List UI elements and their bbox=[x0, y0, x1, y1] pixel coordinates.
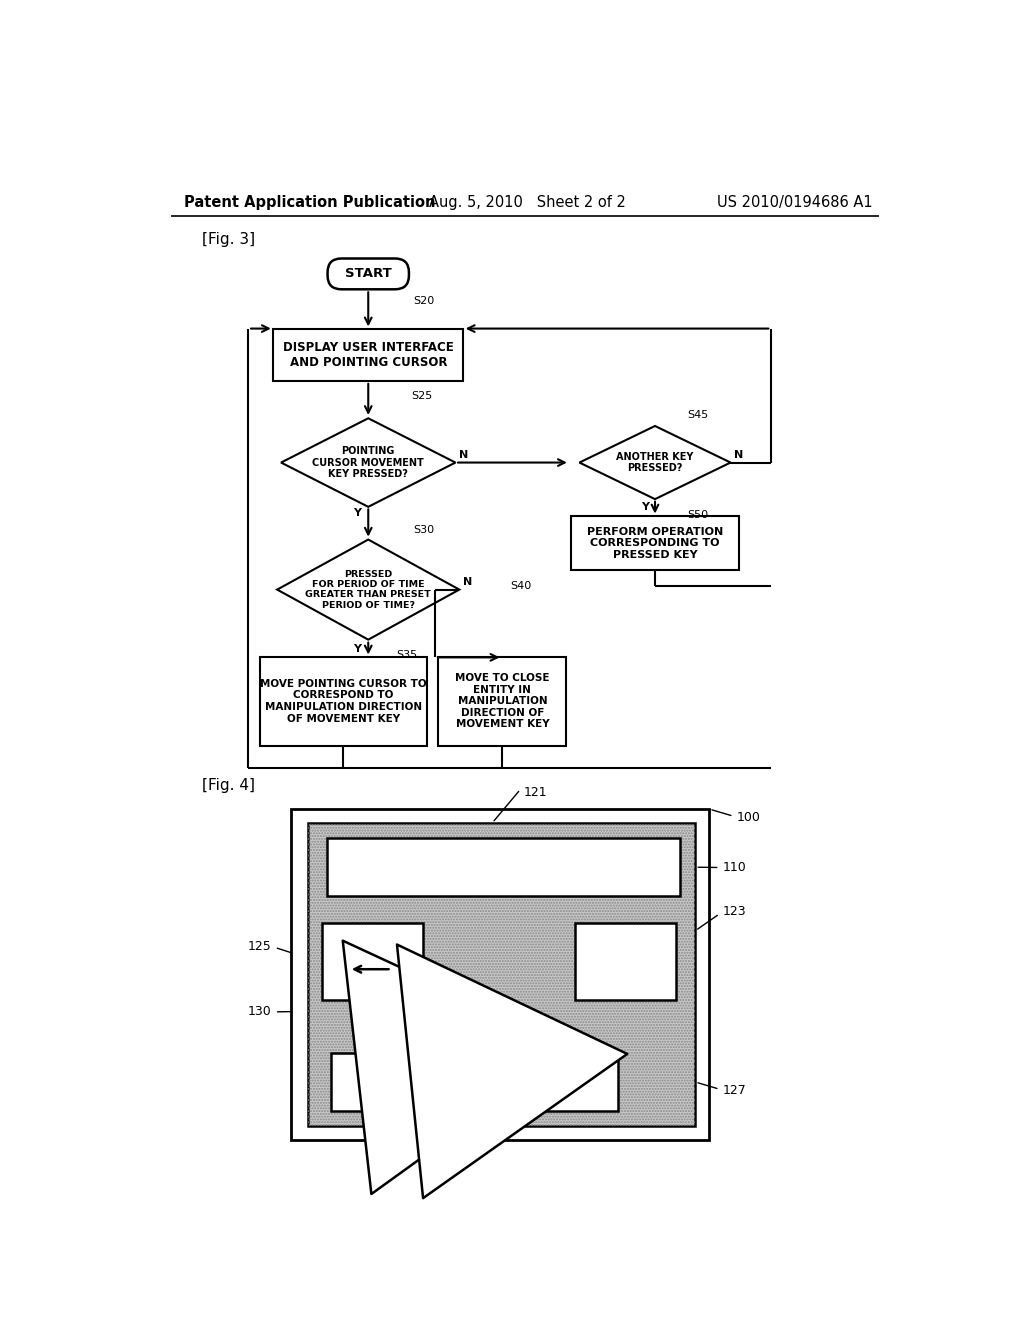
Text: 123: 123 bbox=[697, 906, 746, 929]
Bar bbox=[291, 809, 710, 1140]
Bar bbox=[308, 822, 695, 1126]
Text: Y: Y bbox=[352, 508, 360, 517]
Text: MOVE POINTING CURSOR TO
CORRESPOND TO
MANIPULATION DIRECTION
OF MOVEMENT KEY: MOVE POINTING CURSOR TO CORRESPOND TO MA… bbox=[260, 678, 427, 723]
Bar bbox=[328, 838, 680, 896]
Text: POINTING
CURSOR MOVEMENT
KEY PRESSED?: POINTING CURSOR MOVEMENT KEY PRESSED? bbox=[312, 446, 424, 479]
Text: S40: S40 bbox=[510, 581, 531, 591]
Text: DISPLAY USER INTERFACE
AND POINTING CURSOR: DISPLAY USER INTERFACE AND POINTING CURS… bbox=[283, 341, 454, 368]
Text: S20: S20 bbox=[414, 296, 434, 306]
Text: PRESSED
FOR PERIOD OF TIME
GREATER THAN PRESET
PERIOD OF TIME?: PRESSED FOR PERIOD OF TIME GREATER THAN … bbox=[305, 569, 431, 610]
Text: ANOTHER KEY
PRESSED?: ANOTHER KEY PRESSED? bbox=[616, 451, 693, 474]
Polygon shape bbox=[580, 426, 730, 499]
Text: [Fig. 4]: [Fig. 4] bbox=[202, 779, 255, 793]
Text: 127: 127 bbox=[698, 1082, 746, 1097]
Text: US 2010/0194686 A1: US 2010/0194686 A1 bbox=[717, 195, 872, 210]
Text: 100: 100 bbox=[712, 810, 760, 824]
Bar bbox=[438, 657, 566, 746]
Polygon shape bbox=[278, 540, 460, 640]
Text: N: N bbox=[734, 450, 743, 459]
FancyBboxPatch shape bbox=[328, 259, 409, 289]
Text: S30: S30 bbox=[414, 524, 434, 535]
Text: PERFORM OPERATION
CORRESPONDING TO
PRESSED KEY: PERFORM OPERATION CORRESPONDING TO PRESS… bbox=[587, 527, 723, 560]
Text: [Fig. 3]: [Fig. 3] bbox=[202, 232, 255, 247]
Text: S50: S50 bbox=[687, 510, 709, 520]
Text: 110: 110 bbox=[698, 861, 746, 874]
Bar bbox=[308, 822, 695, 1126]
Bar bbox=[575, 923, 676, 1001]
Bar bbox=[331, 1053, 617, 1111]
Text: Patent Application Publication: Patent Application Publication bbox=[183, 195, 435, 210]
Text: N: N bbox=[463, 577, 472, 587]
Polygon shape bbox=[281, 418, 456, 507]
Bar bbox=[273, 329, 463, 381]
Text: 125: 125 bbox=[248, 940, 292, 953]
Text: S35: S35 bbox=[396, 649, 417, 660]
Text: S25: S25 bbox=[411, 391, 432, 401]
Bar bbox=[322, 923, 423, 1001]
Text: START: START bbox=[345, 268, 391, 280]
Bar bbox=[260, 657, 427, 746]
Text: Aug. 5, 2010   Sheet 2 of 2: Aug. 5, 2010 Sheet 2 of 2 bbox=[429, 195, 626, 210]
Bar bbox=[570, 516, 739, 570]
Text: S45: S45 bbox=[687, 409, 709, 420]
Text: 130: 130 bbox=[248, 1006, 292, 1019]
Text: 121: 121 bbox=[494, 785, 547, 821]
Text: MOVE TO CLOSE
ENTITY IN
MANIPULATION
DIRECTION OF
MOVEMENT KEY: MOVE TO CLOSE ENTITY IN MANIPULATION DIR… bbox=[455, 673, 550, 730]
Text: Y: Y bbox=[641, 502, 649, 512]
Text: Y: Y bbox=[352, 644, 360, 653]
Text: N: N bbox=[459, 450, 468, 459]
